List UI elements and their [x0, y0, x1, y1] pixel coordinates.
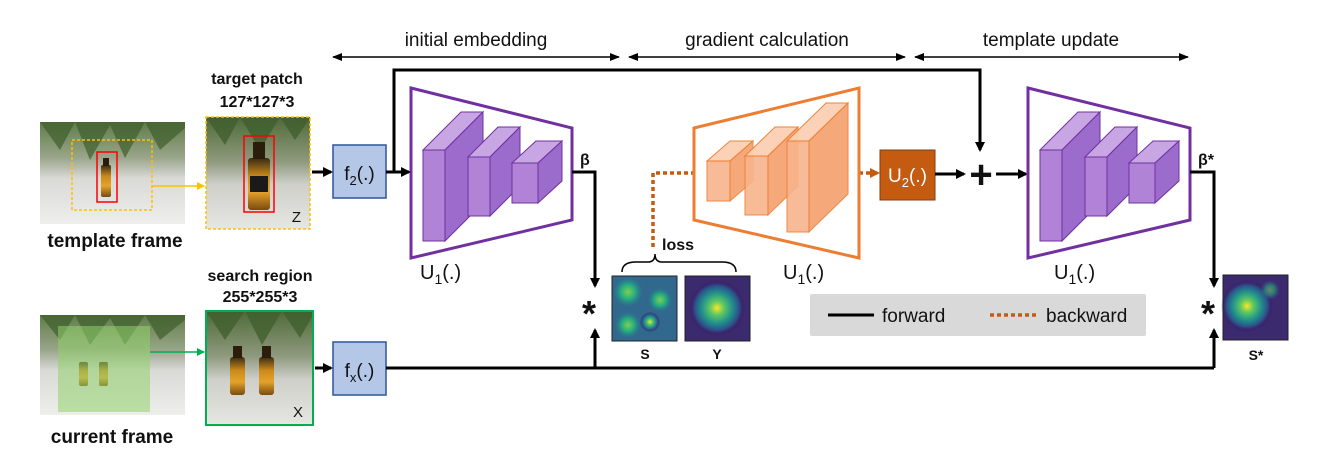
- legend-forward-label: forward: [882, 306, 945, 327]
- template-frame-label: template frame: [47, 231, 182, 252]
- skip-connection-line: [392, 68, 985, 172]
- current-frame-image: [40, 315, 185, 415]
- current-frame-label: current frame: [51, 427, 174, 448]
- u1-gradient-network: [692, 86, 861, 260]
- s-star-label: S*: [1249, 347, 1264, 363]
- search-region-image: [205, 310, 314, 426]
- loss-label: loss: [662, 237, 694, 254]
- svg-text:f2(.): f2(.): [344, 164, 374, 188]
- target-patch-var: Z: [292, 209, 301, 226]
- u2-sub: 2: [902, 175, 909, 190]
- legend: forward backward: [810, 294, 1146, 336]
- y-label-map: [684, 275, 751, 342]
- fx-block: fx(.): [332, 341, 387, 396]
- beta-star-label: β*: [1198, 152, 1215, 169]
- phase-gradient-calculation: gradient calculation: [628, 30, 906, 61]
- beta-label: β: [580, 152, 590, 169]
- search-region-size: 255*255*3: [223, 289, 298, 306]
- search-region-var: X: [293, 404, 303, 421]
- target-patch-image: [205, 116, 311, 230]
- u2-tail: (.): [909, 166, 927, 187]
- f2-tail: (.): [357, 164, 375, 185]
- u1-update-label: U1(.): [1054, 262, 1095, 287]
- s-response-map: [611, 275, 678, 342]
- fx-tail: (.): [356, 361, 374, 382]
- target-patch-label: target patch: [211, 71, 303, 88]
- y-label: Y: [712, 346, 722, 362]
- loss-brace: [621, 253, 737, 273]
- fx-main: f: [345, 361, 351, 382]
- phase-gradient-label: gradient calculation: [685, 30, 849, 51]
- phase-initial-embedding: initial embedding: [332, 30, 620, 61]
- fx-sub: x: [350, 370, 357, 385]
- u2-main: U: [888, 166, 902, 187]
- f2-sub: 2: [350, 173, 357, 188]
- u1-update-network: [1026, 86, 1192, 260]
- svg-text:U2(.): U2(.): [888, 166, 927, 190]
- u1-initial-label: U1(.): [420, 262, 461, 287]
- u1-initial-network: [409, 86, 574, 260]
- phase-update-label: template update: [983, 30, 1119, 51]
- phase-initial-label: initial embedding: [405, 30, 548, 51]
- u2-block: U2(.): [879, 149, 936, 201]
- legend-backward-label: backward: [1046, 306, 1127, 327]
- s-star-response-map: [1221, 274, 1289, 341]
- correlation-op-1: *: [582, 293, 596, 334]
- phase-template-update: template update: [914, 30, 1189, 61]
- beta-to-correlation-line: [572, 170, 600, 288]
- f2-main: f: [344, 164, 350, 185]
- template-frame-image: [40, 122, 185, 224]
- plus-op: +: [969, 153, 992, 197]
- u1-gradient-label: U1(.): [783, 262, 824, 287]
- correlation-op-2: *: [1201, 293, 1215, 334]
- s-label: S: [640, 346, 649, 362]
- svg-text:fx(.): fx(.): [345, 361, 375, 385]
- target-patch-size: 127*127*3: [220, 94, 295, 111]
- f2-block: f2(.): [332, 144, 387, 199]
- search-region-label: search region: [208, 268, 313, 285]
- beta-star-to-correlation-line: [1190, 170, 1219, 288]
